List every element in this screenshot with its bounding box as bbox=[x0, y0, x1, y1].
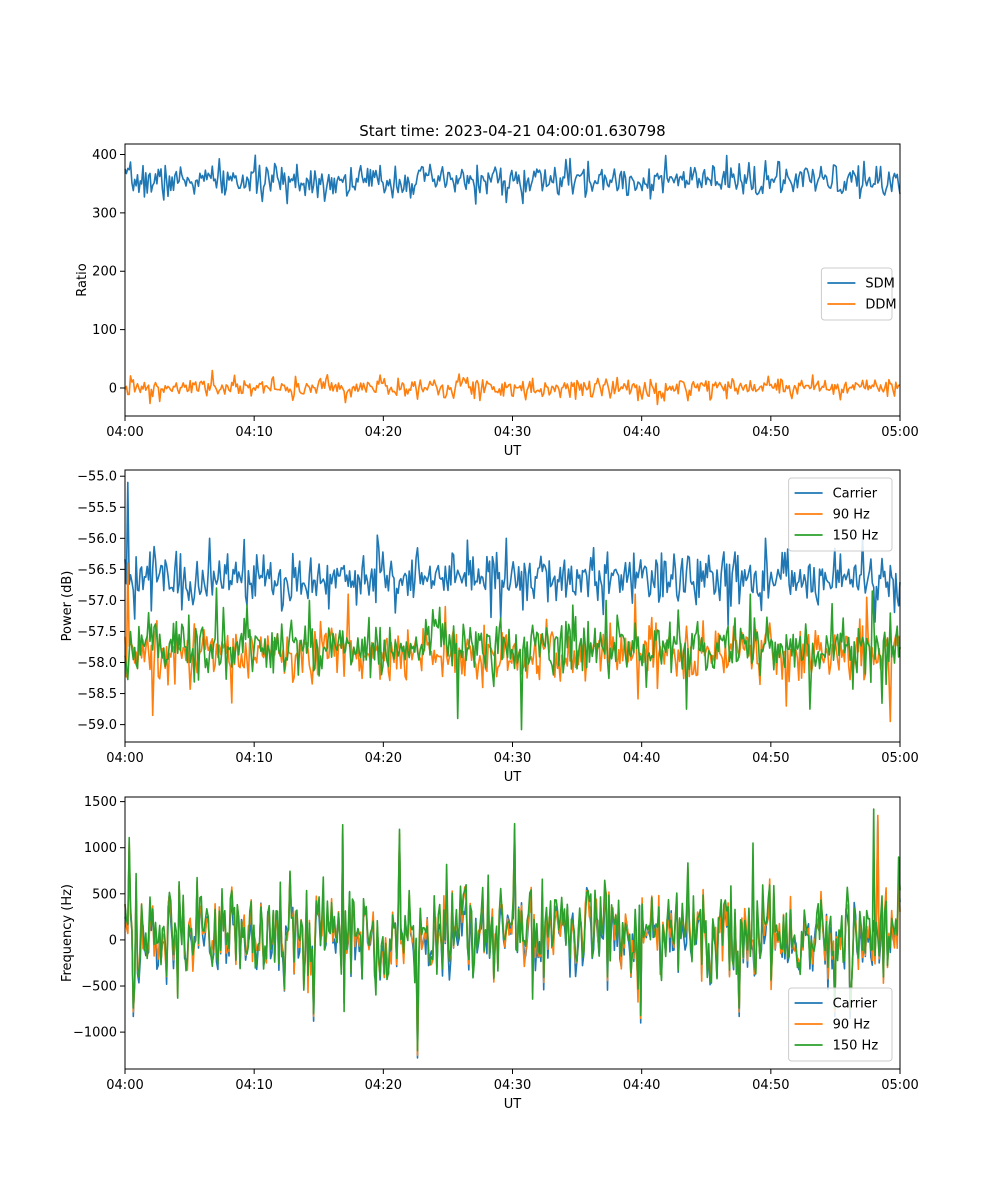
x-axis-label: UT bbox=[504, 770, 522, 785]
y-tick-label: 400 bbox=[92, 148, 117, 163]
legend-label: 150 Hz bbox=[833, 529, 879, 544]
y-tick-label: 1500 bbox=[84, 795, 117, 810]
series-line-150-hz bbox=[124, 808, 901, 1052]
x-tick-label: 04:10 bbox=[235, 425, 272, 440]
legend-box bbox=[820, 267, 893, 321]
x-tick-label: 04:40 bbox=[623, 751, 660, 766]
legend: Carrier 90 Hz 150 Hz bbox=[788, 477, 893, 552]
legend-label: 90 Hz bbox=[833, 1018, 870, 1033]
x-tick-label: 04:30 bbox=[494, 751, 531, 766]
x-tick-label: 04:40 bbox=[623, 1078, 660, 1093]
legend: Carrier 90 Hz 150 Hz bbox=[788, 987, 893, 1062]
y-axis-label: Power (dB) bbox=[60, 571, 75, 642]
y-tick-label: −59.0 bbox=[77, 718, 117, 733]
y-tick-label: −500 bbox=[81, 980, 117, 995]
x-axis-label: UT bbox=[504, 444, 522, 459]
x-axis-label: UT bbox=[504, 1097, 522, 1112]
series-line-150-hz bbox=[124, 587, 901, 731]
series-line-carrier bbox=[124, 481, 901, 627]
x-tick-label: 05:00 bbox=[881, 1078, 918, 1093]
x-tick-label: 04:20 bbox=[365, 751, 402, 766]
x-tick-label: 04:30 bbox=[494, 425, 531, 440]
legend-label: SDM bbox=[865, 277, 894, 292]
y-tick-label: −56.5 bbox=[77, 563, 117, 578]
y-tick-label: 500 bbox=[92, 887, 117, 902]
x-tick-label: 04:00 bbox=[106, 751, 143, 766]
y-tick-label: −58.5 bbox=[77, 687, 117, 702]
y-tick-label: 200 bbox=[92, 265, 117, 280]
y-tick-label: −55.5 bbox=[77, 501, 117, 516]
chart-title: Start time: 2023-04-21 04:00:01.630798 bbox=[359, 122, 665, 140]
legend-label: Carrier bbox=[833, 487, 878, 502]
x-tick-label: 04:30 bbox=[494, 1078, 531, 1093]
legend-label: Carrier bbox=[833, 997, 878, 1012]
y-tick-label: 300 bbox=[92, 206, 117, 221]
x-tick-label: 05:00 bbox=[881, 751, 918, 766]
y-tick-label: −58.0 bbox=[77, 656, 117, 671]
y-tick-label: 100 bbox=[92, 323, 117, 338]
x-tick-label: 04:00 bbox=[106, 1078, 143, 1093]
legend-label: 90 Hz bbox=[833, 508, 870, 523]
y-tick-label: 0 bbox=[109, 933, 117, 948]
series-line-sdm bbox=[124, 154, 901, 205]
series-line-90-hz bbox=[124, 562, 901, 723]
series-line-ddm bbox=[124, 369, 901, 406]
x-tick-label: 04:20 bbox=[365, 1078, 402, 1093]
x-tick-label: 05:00 bbox=[881, 425, 918, 440]
legend-label: 150 Hz bbox=[833, 1039, 879, 1054]
legend: SDM DDM bbox=[820, 267, 897, 321]
y-tick-label: −56.0 bbox=[77, 532, 117, 547]
y-axis-label: Ratio bbox=[75, 263, 90, 296]
x-tick-label: 04:10 bbox=[235, 751, 272, 766]
x-tick-label: 04:50 bbox=[752, 1078, 789, 1093]
x-tick-label: 04:00 bbox=[106, 425, 143, 440]
y-tick-label: −55.0 bbox=[77, 470, 117, 485]
y-tick-label: −57.5 bbox=[77, 625, 117, 640]
legend-box bbox=[788, 477, 893, 552]
y-tick-label: −57.0 bbox=[77, 594, 117, 609]
panel-3: 04:00 04:10 04:20 04:30 04:40 04:50 05:00 UT −10… bbox=[60, 795, 919, 1112]
y-axis-label: Frequency (Hz) bbox=[60, 884, 75, 982]
x-tick-label: 04:50 bbox=[752, 425, 789, 440]
axes-frame bbox=[124, 469, 901, 743]
y-tick-label: 1000 bbox=[84, 841, 117, 856]
legend-label: DDM bbox=[865, 298, 896, 313]
x-tick-label: 04:40 bbox=[623, 425, 660, 440]
y-tick-label: −1000 bbox=[73, 1026, 117, 1041]
panel-2: 04:00 04:10 04:20 04:30 04:40 04:50 05:00 UT −55… bbox=[60, 469, 919, 785]
y-tick-label: 0 bbox=[109, 381, 117, 396]
x-tick-label: 04:50 bbox=[752, 751, 789, 766]
x-tick-label: 04:10 bbox=[235, 1078, 272, 1093]
x-tick-label: 04:20 bbox=[365, 425, 402, 440]
panel-1: 04:00 04:10 04:20 04:30 04:40 04:50 05:00 UT 0 10… bbox=[75, 122, 919, 459]
legend-box bbox=[788, 987, 893, 1062]
